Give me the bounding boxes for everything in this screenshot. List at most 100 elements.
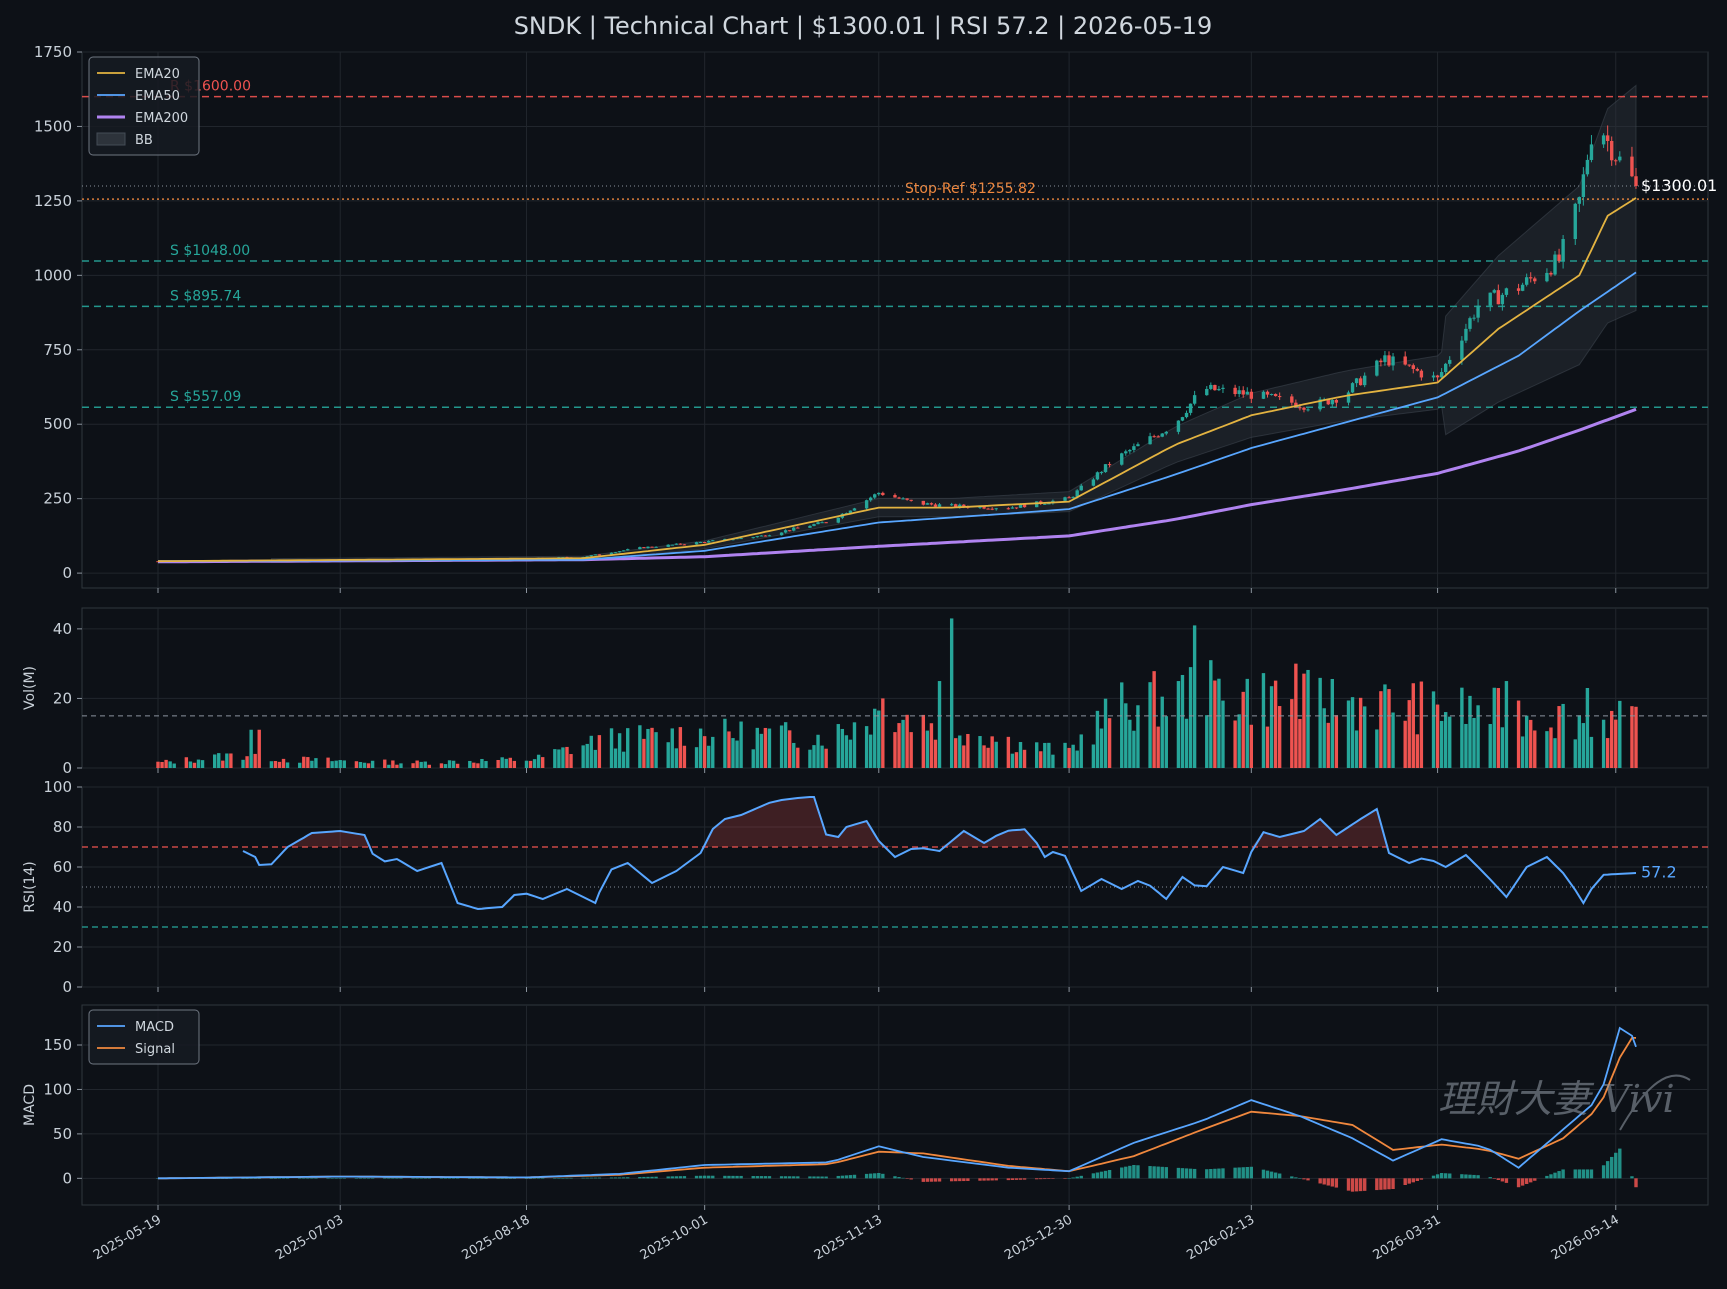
macd-histogram-bar bbox=[626, 1177, 630, 1179]
volume-bar bbox=[164, 759, 168, 768]
volume-bar bbox=[508, 757, 512, 768]
y-tick-label-macd: 100 bbox=[43, 1080, 72, 1098]
candle-body bbox=[1290, 396, 1294, 403]
candle-body bbox=[597, 554, 602, 556]
level-label-1: Stop-Ref $1255.82 bbox=[905, 181, 1036, 197]
macd-histogram-bar bbox=[1529, 1178, 1533, 1183]
candle-body bbox=[1549, 272, 1553, 275]
candle-body bbox=[954, 504, 958, 508]
volume-bar bbox=[994, 741, 998, 768]
macd-histogram-bar bbox=[1047, 1178, 1051, 1179]
macd-histogram-bar bbox=[358, 1178, 363, 1179]
macd-histogram-bar bbox=[472, 1178, 476, 1179]
volume-bar bbox=[1419, 681, 1424, 768]
candle-body bbox=[1164, 431, 1168, 434]
macd-histogram-bar bbox=[277, 1178, 282, 1179]
volume-bar bbox=[1213, 680, 1217, 768]
volume-bar bbox=[1472, 718, 1476, 768]
macd-histogram-bar bbox=[1136, 1165, 1140, 1179]
macd-histogram-bar bbox=[229, 1178, 233, 1179]
macd-histogram-bar bbox=[1581, 1169, 1586, 1179]
candle-body bbox=[905, 498, 909, 500]
macd-histogram-bar bbox=[1261, 1169, 1266, 1179]
macd-histogram-bar bbox=[1492, 1178, 1496, 1179]
candle-body bbox=[1176, 420, 1181, 432]
volume-bar bbox=[212, 754, 217, 768]
candle-body bbox=[1391, 356, 1395, 366]
volume-bar bbox=[1573, 739, 1577, 768]
candle-body bbox=[1573, 203, 1577, 240]
macd-histogram-bar bbox=[909, 1178, 913, 1180]
volume-bar bbox=[836, 724, 840, 768]
volume-bar bbox=[921, 714, 926, 768]
volume-bar bbox=[536, 754, 541, 768]
macd-histogram-bar bbox=[443, 1178, 448, 1179]
level-label-2: S $1048.00 bbox=[170, 243, 250, 259]
volume-bar bbox=[330, 761, 334, 768]
volume-bar bbox=[1387, 689, 1391, 768]
macd-histogram-bar bbox=[1241, 1167, 1245, 1179]
macd-histogram-bar bbox=[1411, 1178, 1415, 1183]
candle-body bbox=[755, 536, 759, 538]
macd-histogram-bar bbox=[978, 1178, 982, 1181]
macd-histogram-bar bbox=[759, 1176, 764, 1179]
bollinger-band bbox=[270, 84, 1637, 563]
volume-bar bbox=[160, 762, 164, 768]
candle-body bbox=[702, 542, 707, 544]
volume-bar bbox=[1148, 682, 1152, 768]
candle-body bbox=[1018, 504, 1023, 508]
macd-histogram-bar bbox=[836, 1175, 840, 1179]
volume-bar bbox=[1047, 742, 1051, 768]
candle-body bbox=[783, 530, 788, 533]
candle-body bbox=[1407, 364, 1411, 366]
macd-histogram-bar bbox=[1419, 1178, 1424, 1180]
macd-histogram-bar bbox=[698, 1175, 703, 1179]
volume-bar bbox=[1237, 714, 1241, 768]
volume-bar bbox=[982, 745, 986, 768]
candle-body bbox=[626, 549, 630, 551]
candle-body bbox=[824, 522, 828, 524]
volume-bar bbox=[1071, 744, 1075, 768]
candle-body bbox=[1334, 399, 1339, 403]
volume-bar bbox=[674, 748, 679, 768]
volume-bar bbox=[1439, 720, 1444, 768]
candle-body bbox=[1209, 384, 1213, 389]
candle-body bbox=[1387, 355, 1391, 366]
volume-bar bbox=[524, 760, 529, 768]
macd-histogram-bar bbox=[512, 1178, 517, 1179]
candle-body bbox=[654, 546, 658, 548]
macd-histogram-bar bbox=[1067, 1178, 1071, 1179]
macd-histogram-bar bbox=[532, 1178, 537, 1179]
macd-histogram-bar bbox=[638, 1177, 642, 1179]
candle-body bbox=[1006, 508, 1011, 510]
candle-body bbox=[1184, 412, 1189, 418]
macd-histogram-bar bbox=[455, 1178, 460, 1179]
candle-body bbox=[978, 506, 982, 508]
macd-histogram-bar bbox=[1326, 1178, 1330, 1186]
volume-bar bbox=[1488, 723, 1492, 768]
volume-bar bbox=[1330, 678, 1334, 768]
macd-histogram-bar bbox=[1379, 1178, 1383, 1190]
macd-histogram-bar bbox=[824, 1176, 828, 1179]
macd-histogram-bar bbox=[1605, 1161, 1610, 1179]
bollinger-band-area bbox=[270, 84, 1637, 563]
volume-bar bbox=[451, 760, 456, 768]
volume-bar bbox=[427, 764, 431, 768]
macd-histogram-bar bbox=[1091, 1173, 1096, 1179]
volume-bar bbox=[1249, 724, 1254, 768]
candle-body bbox=[1520, 284, 1525, 291]
macd-histogram-bar bbox=[593, 1177, 598, 1179]
candle-body bbox=[1213, 384, 1217, 391]
macd-histogram-bar bbox=[1610, 1156, 1614, 1179]
macd-histogram-bar bbox=[1391, 1178, 1395, 1189]
candle-body bbox=[1298, 407, 1302, 409]
macd-histogram-bar bbox=[1180, 1168, 1185, 1179]
y-axis-label-rsi: RSI(14) bbox=[22, 861, 38, 912]
volume-bar bbox=[273, 761, 278, 768]
volume-bar bbox=[1192, 625, 1197, 768]
macd-histogram-bar bbox=[723, 1175, 727, 1179]
macd-histogram-bar bbox=[1346, 1178, 1351, 1191]
candle-body bbox=[1136, 444, 1140, 447]
volume-bar bbox=[1601, 719, 1606, 768]
candle-body bbox=[1103, 464, 1108, 473]
